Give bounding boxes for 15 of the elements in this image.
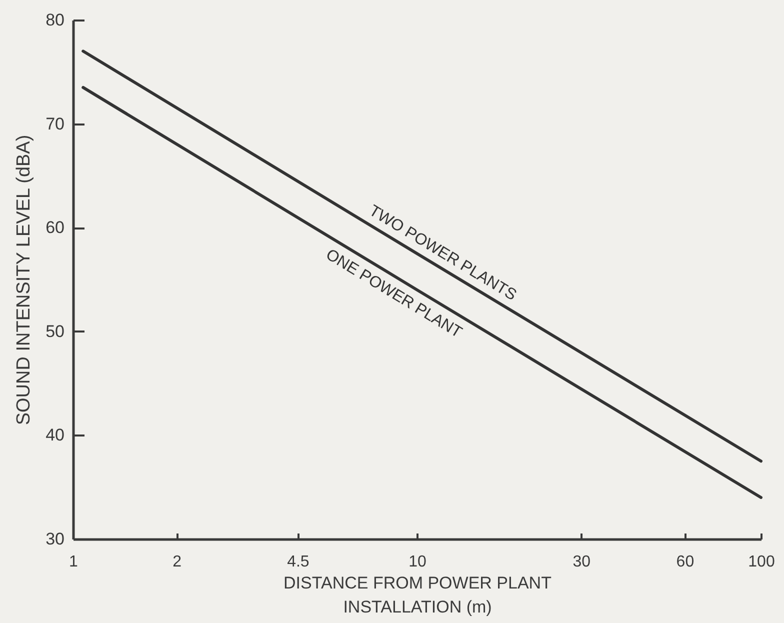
x-tick-label: 1 bbox=[69, 554, 78, 570]
y-tick-label: 30 bbox=[46, 530, 64, 548]
x-tick-label: 4.5 bbox=[287, 554, 310, 570]
x-tick-label: 30 bbox=[572, 554, 591, 570]
y-tick-label: 70 bbox=[46, 114, 64, 134]
y-tick-label: 60 bbox=[46, 218, 64, 238]
x-axis-title: DISTANCE FROM POWER PLANT INSTALLATION (m) bbox=[284, 574, 552, 616]
x-tick-label: 2 bbox=[172, 554, 182, 570]
x-tick-label: 10 bbox=[408, 554, 426, 570]
y-tick-label: 40 bbox=[46, 426, 64, 445]
x-tick-label: 60 bbox=[676, 554, 694, 570]
x-tick-label: 100 bbox=[748, 554, 775, 570]
y-tick-label: 80 bbox=[46, 10, 64, 30]
y-axis-title: SOUND INTENSITY LEVEL (dBA) bbox=[14, 134, 35, 426]
y-tick-label: 50 bbox=[46, 322, 64, 341]
